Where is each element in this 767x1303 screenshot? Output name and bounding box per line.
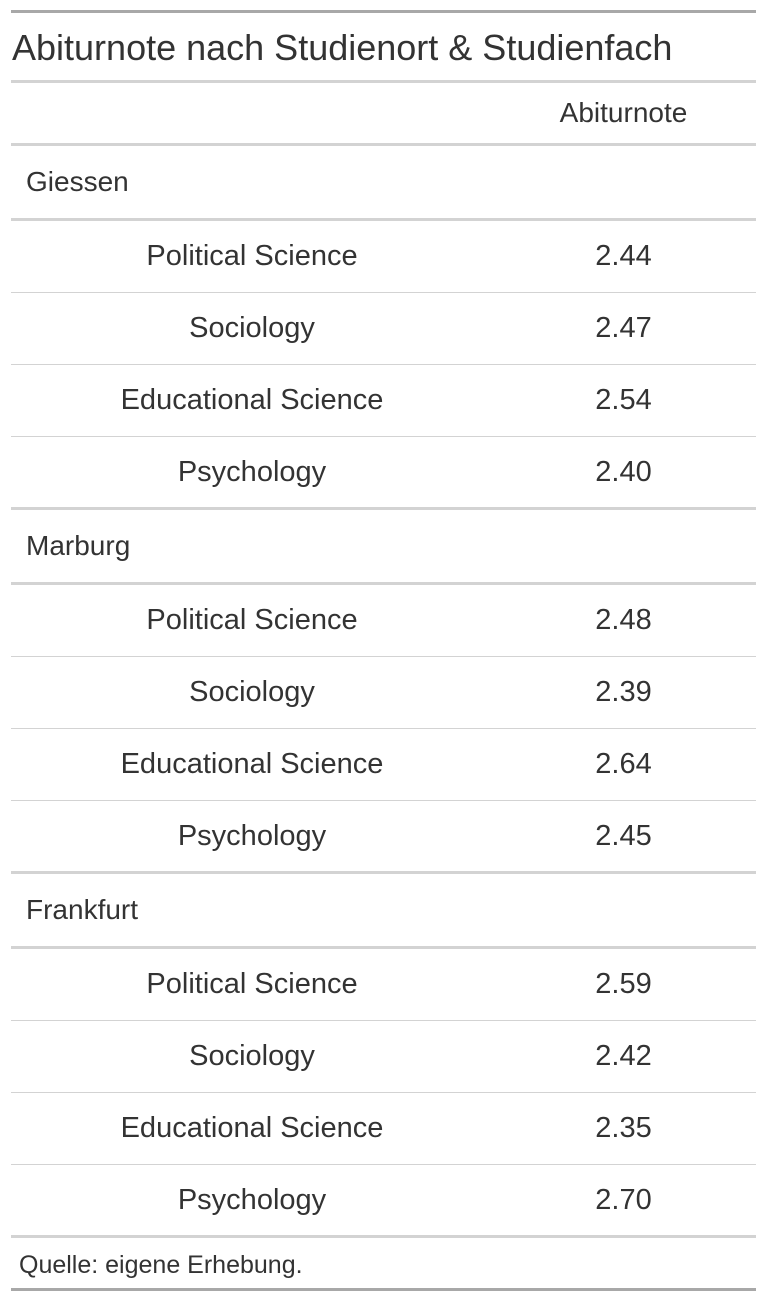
subject-cell: Educational Science [120, 384, 384, 416]
group-label: Frankfurt [26, 894, 139, 925]
table-row: Psychology 2.45 [11, 801, 756, 874]
table-row: Sociology 2.47 [11, 293, 756, 365]
table-row: Political Science 2.44 [11, 221, 756, 293]
column-header-abiturnote: Abiturnote [559, 97, 688, 128]
table-footer: Quelle: eigene Erhebung. [11, 1238, 756, 1291]
subject-cell: Political Science [146, 968, 358, 1000]
group-header: Marburg [11, 510, 756, 585]
value-cell: 2.59 [595, 968, 652, 1000]
subject-cell: Sociology [189, 312, 315, 344]
subject-cell: Educational Science [120, 1112, 384, 1144]
subject-cell: Political Science [146, 604, 358, 636]
subject-cell: Sociology [189, 676, 315, 708]
title-rule [11, 80, 756, 83]
table-row: Educational Science 2.64 [11, 729, 756, 801]
value-cell: 2.70 [595, 1184, 652, 1216]
value-cell: 2.39 [595, 676, 652, 708]
subject-cell: Sociology [189, 1040, 315, 1072]
value-cell: 2.64 [595, 748, 652, 780]
group-label: Marburg [26, 530, 131, 561]
subject-cell: Educational Science [120, 748, 384, 780]
group-frankfurt: Frankfurt Political Science 2.59 Sociolo… [11, 874, 756, 1238]
column-header-row: Abiturnote [11, 83, 756, 146]
value-cell: 2.44 [595, 240, 652, 272]
value-cell: 2.42 [595, 1040, 652, 1072]
table-row: Sociology 2.39 [11, 657, 756, 729]
subject-cell: Political Science [146, 240, 358, 272]
table-row: Psychology 2.40 [11, 437, 756, 510]
table-row: Sociology 2.42 [11, 1021, 756, 1093]
group-marburg: Marburg Political Science 2.48 Sociology… [11, 510, 756, 874]
table-row: Psychology 2.70 [11, 1165, 756, 1238]
table-title: Abiturnote nach Studienort & Studienfach [12, 27, 673, 68]
value-cell: 2.48 [595, 604, 652, 636]
group-header: Giessen [11, 146, 756, 221]
table-row: Political Science 2.59 [11, 949, 756, 1021]
value-cell: 2.35 [595, 1112, 652, 1144]
subject-cell: Psychology [177, 456, 327, 488]
summary-table: Abiturnote nach Studienort & Studienfach… [11, 10, 756, 1291]
source-note: Quelle: eigene Erhebung. [19, 1251, 303, 1279]
subject-cell: Psychology [177, 1184, 327, 1216]
value-cell: 2.45 [595, 820, 652, 852]
value-cell: 2.54 [595, 384, 652, 416]
table-row: Political Science 2.48 [11, 585, 756, 657]
group-giessen: Giessen Political Science 2.44 Sociology… [11, 146, 756, 510]
group-header: Frankfurt [11, 874, 756, 949]
table-row: Educational Science 2.54 [11, 365, 756, 437]
subject-cell: Psychology [177, 820, 327, 852]
value-cell: 2.47 [595, 312, 652, 344]
value-cell: 2.40 [595, 456, 652, 488]
group-label: Giessen [26, 166, 129, 197]
table-top-rule [11, 10, 756, 13]
table-row: Educational Science 2.35 [11, 1093, 756, 1165]
